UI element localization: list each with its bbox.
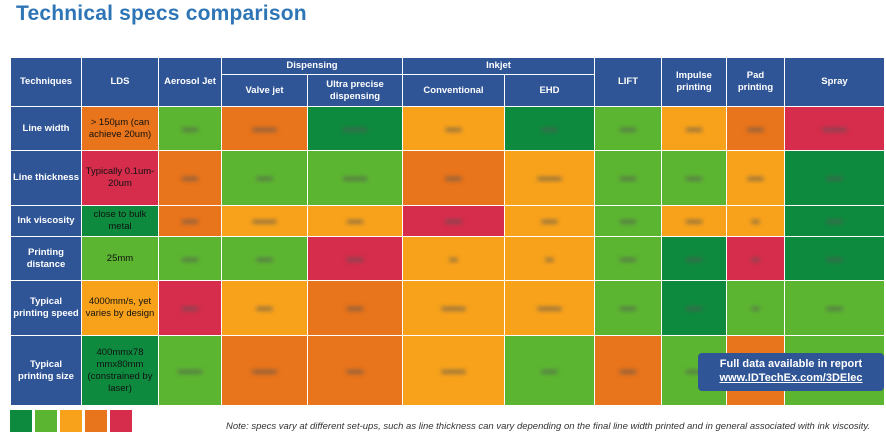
- blurred-cell: ▬▬▬: [307, 106, 403, 151]
- report-link[interactable]: www.IDTechEx.com/3DElec: [719, 372, 863, 384]
- blurred-cell: ▬▬▬: [784, 106, 885, 151]
- blurred-cell: ▬▬: [594, 280, 662, 336]
- blurred-cell: ▬▬: [158, 205, 222, 237]
- lds-cell: Typically 0.1um- 20um: [81, 150, 159, 206]
- blurred-cell: ▬▬: [221, 236, 308, 281]
- header-pad-printing: Pad printing: [726, 57, 785, 107]
- legend-swatch: [60, 410, 82, 432]
- blurred-cell: ▬▬: [307, 280, 403, 336]
- blurred-cell: ▬▬: [504, 335, 595, 406]
- page-title: Technical specs comparison: [16, 2, 307, 25]
- blurred-cell: ▬▬▬: [158, 335, 222, 406]
- lds-cell: > 150µm (can achieve 20um): [81, 106, 159, 151]
- lds-cell: 25mm: [81, 236, 159, 281]
- blurred-cell: ▬▬: [158, 236, 222, 281]
- table-row: Typical printing speed 4000mm/s, yet var…: [10, 280, 885, 336]
- legend-swatch: [35, 410, 57, 432]
- blurred-cell: ▬▬: [504, 106, 595, 151]
- header-techniques: Techniques: [10, 57, 82, 107]
- blurred-cell: ▬▬: [661, 106, 727, 151]
- blurred-cell: ▬▬: [504, 205, 595, 237]
- blurred-cell: ▬▬: [661, 205, 727, 237]
- blurred-cell: ▬▬: [402, 150, 505, 206]
- row-label: Line width: [10, 106, 82, 151]
- blurred-cell: ▬▬: [784, 205, 885, 237]
- blurred-cell: ▬: [726, 280, 785, 336]
- row-label: Line thickness: [10, 150, 82, 206]
- blurred-cell: ▬▬: [726, 106, 785, 151]
- blurred-cell: ▬: [726, 236, 785, 281]
- blurred-cell: ▬▬: [661, 150, 727, 206]
- row-label: Typical printing speed: [10, 280, 82, 336]
- lds-cell: 4000mm/s, yet varies by design: [81, 280, 159, 336]
- table-row: Ink viscosity close to bulk metal ▬▬ ▬▬▬…: [10, 205, 885, 237]
- table-row: Line width > 150µm (can achieve 20um) ▬▬…: [10, 106, 885, 151]
- lds-cell: 400mmx78 mmx80mm (constrained by laser): [81, 335, 159, 406]
- blurred-cell: ▬▬: [594, 236, 662, 281]
- header-ultra-precise-dispensing: Ultra precise dispensing: [307, 74, 403, 107]
- table-row: Typical printing size 400mmx78 mmx80mm (…: [10, 335, 885, 406]
- blurred-cell: ▬: [504, 236, 595, 281]
- header-lds: LDS: [81, 57, 159, 107]
- header-lift: LIFT: [594, 57, 662, 107]
- blurred-cell: ▬▬: [594, 106, 662, 151]
- report-link-box[interactable]: Full data available in report www.IDTech…: [698, 353, 884, 391]
- table-row: Line thickness Typically 0.1um- 20um ▬▬ …: [10, 150, 885, 206]
- blurred-cell: ▬▬: [784, 150, 885, 206]
- blurred-cell: ▬▬: [307, 205, 403, 237]
- blurred-cell: ▬▬▬: [221, 335, 308, 406]
- blurred-cell: ▬▬: [221, 150, 308, 206]
- header-valve-jet: Valve jet: [221, 74, 308, 107]
- blurred-cell: ▬▬: [158, 280, 222, 336]
- blurred-cell: ▬▬▬: [504, 150, 595, 206]
- legend-swatch: [85, 410, 107, 432]
- lds-cell: close to bulk metal: [81, 205, 159, 237]
- blurred-cell: ▬▬: [594, 335, 662, 406]
- blurred-cell: ▬▬: [594, 150, 662, 206]
- header-conventional: Conventional: [402, 74, 505, 107]
- blurred-cell: ▬▬▬: [221, 205, 308, 237]
- row-label: Typical printing size: [10, 335, 82, 406]
- blurred-cell: ▬▬: [221, 280, 308, 336]
- header-group-dispensing: Dispensing: [221, 57, 403, 75]
- row-label: Printing distance: [10, 236, 82, 281]
- blurred-cell: ▬▬: [307, 335, 403, 406]
- header-spray: Spray: [784, 57, 885, 107]
- blurred-cell: ▬▬: [402, 106, 505, 151]
- blurred-cell: ▬▬▬: [402, 280, 505, 336]
- report-caption: Full data available in report: [719, 358, 863, 370]
- row-label: Ink viscosity: [10, 205, 82, 237]
- legend-swatch: [110, 410, 132, 432]
- blurred-cell: ▬: [402, 236, 505, 281]
- blurred-cell: ▬: [726, 205, 785, 237]
- blurred-cell: ▬▬: [784, 236, 885, 281]
- color-scale-legend: [10, 410, 132, 432]
- blurred-cell: ▬▬: [307, 236, 403, 281]
- header-ehd: EHD: [504, 74, 595, 107]
- blurred-cell: ▬▬: [726, 150, 785, 206]
- table-row: Printing distance 25mm ▬▬ ▬▬ ▬▬ ▬ ▬ ▬▬ ▬…: [10, 236, 885, 281]
- header-impulse-printing: Impulse printing: [661, 57, 727, 107]
- blurred-cell: ▬▬: [784, 280, 885, 336]
- specs-table: Techniques LDS Aerosol Jet Dispensing In…: [10, 57, 885, 406]
- footnote: Note: specs vary at different set-ups, s…: [226, 421, 871, 432]
- blurred-cell: ▬▬: [158, 106, 222, 151]
- blurred-cell: ▬▬: [661, 280, 727, 336]
- blurred-cell: ▬▬▬: [402, 335, 505, 406]
- blurred-cell: ▬▬: [661, 236, 727, 281]
- blurred-cell: ▬▬▬: [221, 106, 308, 151]
- header-group-inkjet: Inkjet: [402, 57, 595, 75]
- header-aerosol-jet: Aerosol Jet: [158, 57, 222, 107]
- blurred-cell: ▬▬▬: [504, 280, 595, 336]
- blurred-cell: ▬▬▬: [307, 150, 403, 206]
- blurred-cell: ▬▬: [402, 205, 505, 237]
- legend-swatch: [10, 410, 32, 432]
- blurred-cell: ▬▬: [594, 205, 662, 237]
- blurred-cell: ▬▬: [158, 150, 222, 206]
